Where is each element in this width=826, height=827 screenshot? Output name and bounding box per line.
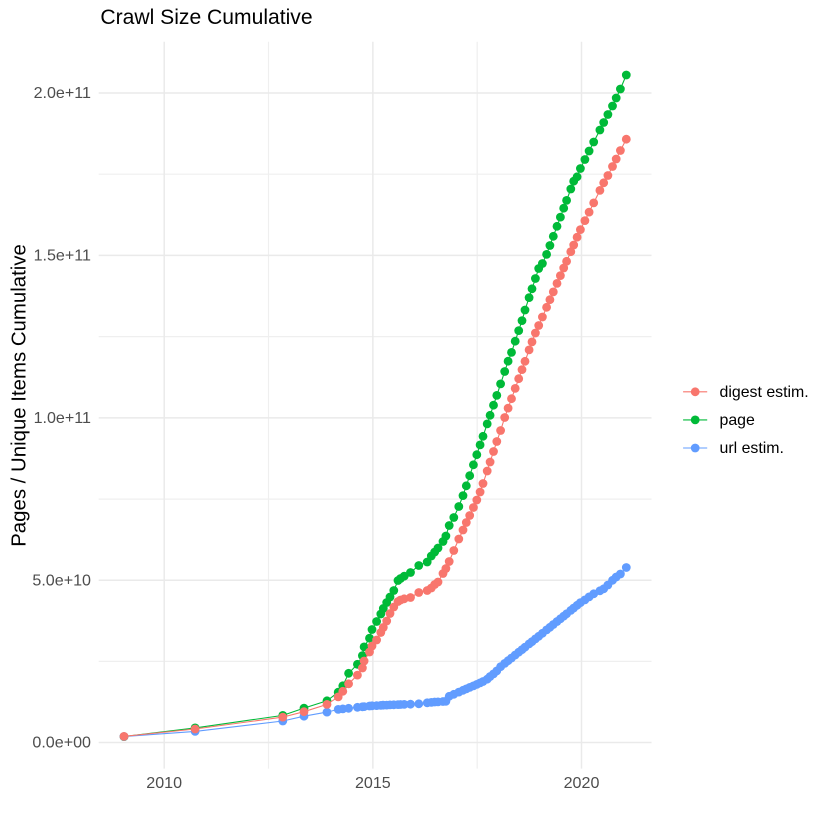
svg-text:2020: 2020 [564, 774, 600, 792]
svg-text:5.0e+10: 5.0e+10 [32, 572, 91, 590]
svg-text:2010: 2010 [146, 774, 182, 792]
svg-text:url estim.: url estim. [720, 440, 784, 457]
svg-text:Pages / Unique Items Cumulativ: Pages / Unique Items Cumulative [9, 244, 31, 547]
svg-text:2015: 2015 [355, 774, 391, 792]
svg-text:1.0e+11: 1.0e+11 [34, 409, 91, 427]
svg-text:Crawl Size Cumulative: Crawl Size Cumulative [100, 6, 312, 29]
svg-text:1.5e+11: 1.5e+11 [34, 247, 91, 265]
svg-text:2.0e+11: 2.0e+11 [34, 84, 91, 102]
svg-text:digest estim.: digest estim. [720, 384, 809, 401]
svg-text:0.0e+00: 0.0e+00 [32, 734, 91, 752]
svg-text:page: page [720, 412, 756, 429]
